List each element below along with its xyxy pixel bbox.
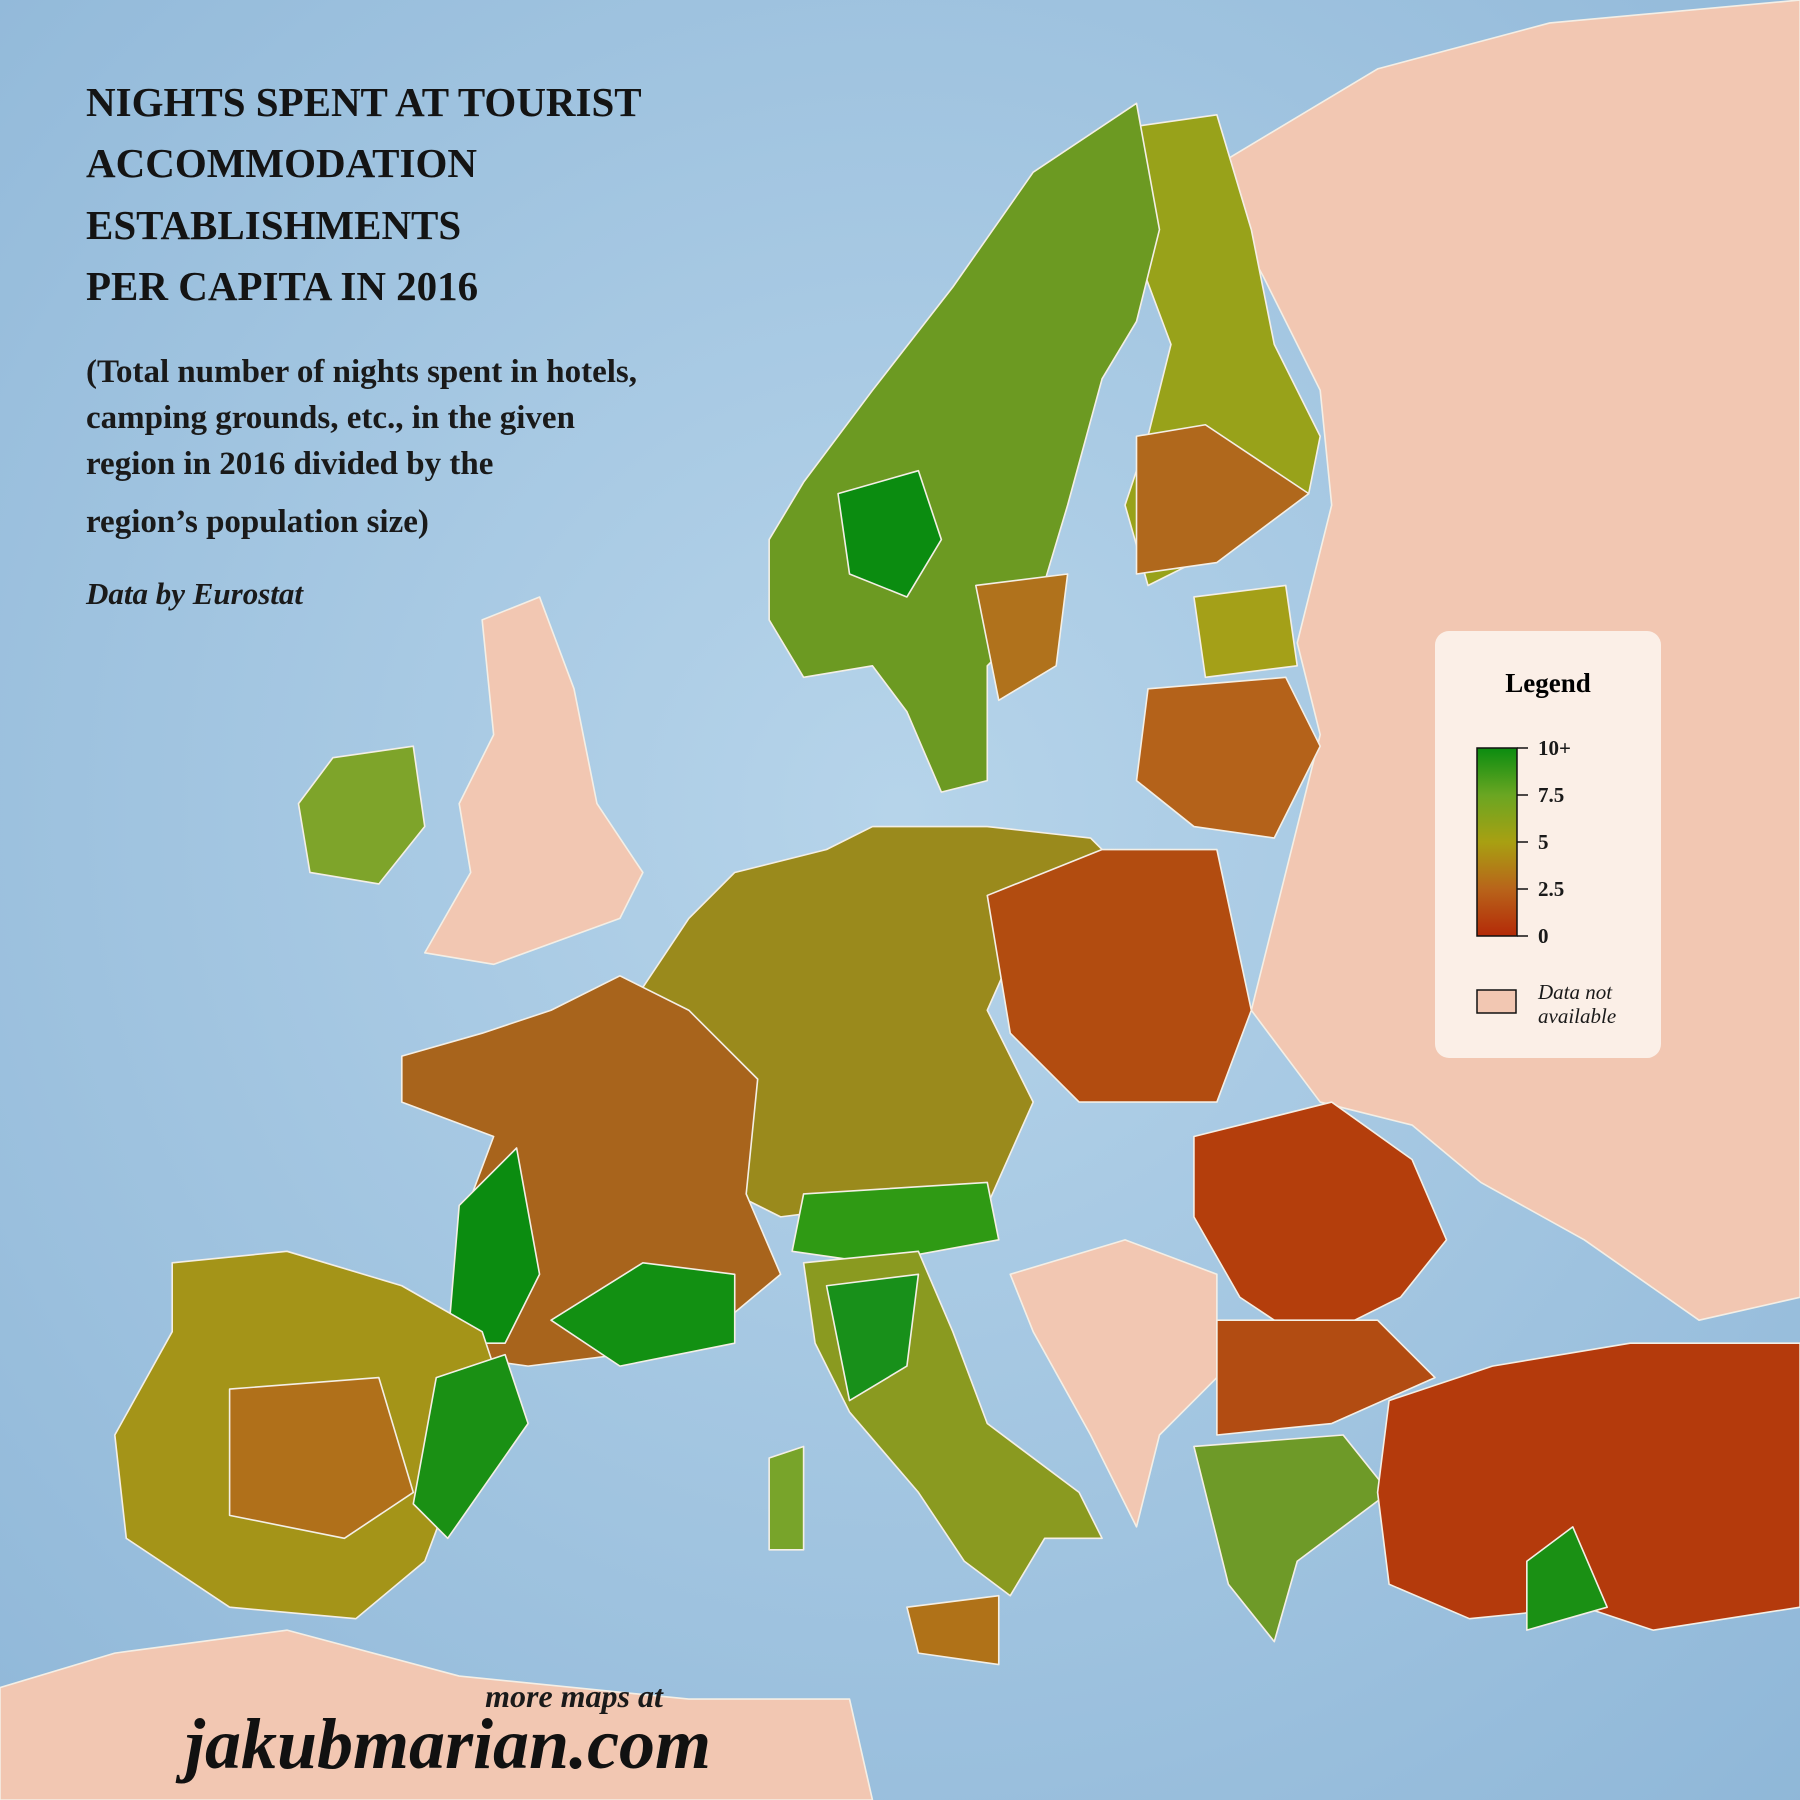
legend-box — [1435, 631, 1661, 1058]
title-line: ACCOMMODATION — [86, 140, 477, 186]
subtitle-line: camping grounds, etc., in the given — [86, 400, 575, 436]
region — [768, 102, 1161, 793]
region — [550, 1261, 736, 1367]
region — [412, 1353, 529, 1540]
region — [1193, 1434, 1390, 1643]
region — [1216, 1319, 1436, 1436]
subtitle-line: region in 2016 divided by the — [86, 446, 493, 482]
region — [297, 745, 426, 885]
region — [228, 1376, 415, 1540]
legend-tick-label: 0 — [1538, 924, 1549, 948]
region — [906, 1594, 1000, 1666]
legend-title: Legend — [1505, 668, 1591, 698]
footer-site: jakubmarian.com — [175, 1704, 711, 1784]
footer-line: more maps at — [485, 1678, 664, 1714]
subtitle-line: (Total number of nights spent in hotels, — [86, 354, 637, 390]
subtitle-line: region’s population size) — [86, 504, 429, 540]
region — [825, 1273, 920, 1402]
region — [974, 573, 1069, 702]
no-data-region — [0, 1629, 874, 1800]
region — [1526, 1526, 1609, 1631]
title-line: ESTABLISHMENTS — [86, 202, 461, 248]
legend-na-label: Data not — [1537, 980, 1613, 1004]
region — [986, 848, 1253, 1103]
region — [791, 1181, 1000, 1264]
region — [1193, 584, 1299, 679]
legend-tick-label: 10+ — [1538, 736, 1571, 760]
legend-tick-label: 7.5 — [1538, 783, 1564, 807]
legend-na-label: available — [1538, 1004, 1616, 1028]
legend-color-bar — [1476, 747, 1518, 937]
title-line: NIGHTS SPENT AT TOURIST — [86, 79, 642, 125]
region — [768, 1445, 805, 1551]
region — [1376, 1342, 1800, 1631]
legend-tick-label: 5 — [1538, 830, 1549, 854]
title-line: PER CAPITA IN 2016 — [86, 263, 478, 309]
no-data-region — [1009, 1239, 1218, 1528]
footer: more maps at jakubmarian.com — [175, 1678, 711, 1784]
legend: Legend Data not available 10+ 7.5 5 2.5 0 — [1435, 631, 1661, 1058]
legend-na-swatch — [1476, 989, 1517, 1014]
region — [1193, 1101, 1448, 1344]
title-block: NIGHTS SPENT AT TOURIST ACCOMMODATION ES… — [85, 79, 642, 611]
region — [837, 469, 943, 598]
source: Data by Eurostat — [85, 576, 304, 611]
no-data-region — [423, 596, 644, 966]
region — [1135, 423, 1310, 575]
legend-tick-label: 2.5 — [1538, 877, 1564, 901]
region — [1135, 676, 1322, 839]
